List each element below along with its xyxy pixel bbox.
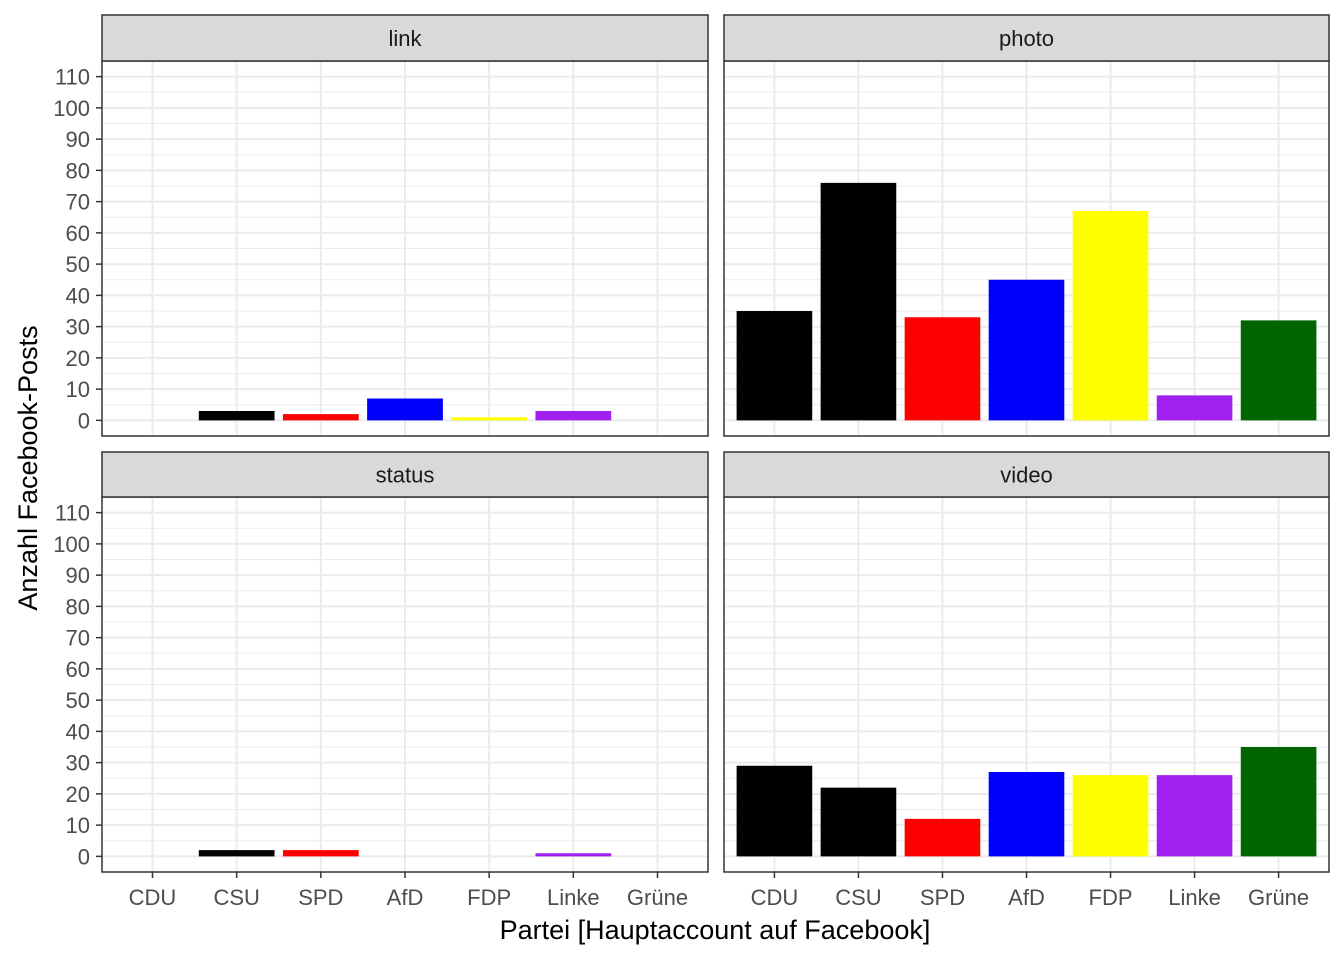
y-tick-label: 110 bbox=[55, 501, 90, 526]
bar-video-afd bbox=[988, 772, 1065, 857]
y-tick-label: 60 bbox=[66, 221, 90, 246]
x-tick-label: CSU bbox=[213, 885, 259, 910]
bar-status-linke bbox=[535, 853, 612, 857]
y-axis-title: Anzahl Facebook-Posts bbox=[13, 325, 43, 610]
y-tick-label: 50 bbox=[66, 688, 90, 713]
x-tick-label: Grüne bbox=[627, 885, 688, 910]
bar-photo-cdu bbox=[736, 311, 813, 421]
x-axis-status: CDU CSU SPD AfD FDP Linke Grüne bbox=[129, 872, 688, 910]
y-tick-label: 90 bbox=[66, 563, 90, 588]
y-tick-label: 40 bbox=[66, 283, 90, 308]
facet-strip bbox=[101, 451, 709, 498]
x-tick-label: SPD bbox=[920, 885, 965, 910]
y-tick-label: 10 bbox=[66, 813, 90, 838]
x-axes: CDU CSU SPD AfD FDP Linke Grüne CDU CSU SPD AfD FDP… bbox=[129, 872, 1309, 910]
x-tick-label: AfD bbox=[1008, 885, 1045, 910]
bar-video-spd bbox=[904, 818, 981, 857]
bar-photo-fdp bbox=[1072, 211, 1149, 421]
y-tick-label: 10 bbox=[66, 377, 90, 402]
y-tick-label: 90 bbox=[66, 127, 90, 152]
y-tick-label: 80 bbox=[66, 594, 90, 619]
facet-strip-label: link bbox=[388, 26, 422, 51]
y-tick-label: 100 bbox=[53, 532, 90, 557]
bar-photo-spd bbox=[904, 317, 981, 421]
facet-video: video bbox=[723, 451, 1330, 873]
y-tick-label: 0 bbox=[78, 844, 90, 869]
y-tick-label: 80 bbox=[66, 158, 90, 183]
x-tick-label: CDU bbox=[129, 885, 177, 910]
bar-video-fdp bbox=[1072, 775, 1149, 857]
facet-link: link bbox=[101, 14, 709, 437]
bar-video-grüne bbox=[1240, 747, 1317, 857]
x-axis-video: CDU CSU SPD AfD FDP Linke Grüne bbox=[751, 872, 1309, 910]
x-tick-label: FDP bbox=[467, 885, 511, 910]
y-tick-label: 100 bbox=[53, 96, 90, 121]
y-tick-label: 40 bbox=[66, 719, 90, 744]
y-tick-label: 50 bbox=[66, 252, 90, 277]
y-axes: 0 10 20 30 40 50 60 70 80 90 100 110 0 10 20 30 40 50 60 70… bbox=[53, 65, 102, 869]
y-tick-label: 30 bbox=[66, 751, 90, 776]
bar-status-csu bbox=[198, 850, 275, 857]
x-tick-label: FDP bbox=[1089, 885, 1133, 910]
x-tick-label: AfD bbox=[387, 885, 424, 910]
bar-photo-afd bbox=[988, 279, 1065, 421]
x-axis-title: Partei [Hauptaccount auf Facebook] bbox=[500, 915, 931, 945]
bar-status-spd bbox=[282, 850, 359, 857]
y-axis-status: 0 10 20 30 40 50 60 70 80 90 100 110 bbox=[53, 501, 102, 869]
facet-strip bbox=[723, 14, 1330, 62]
bar-photo-linke bbox=[1156, 395, 1233, 421]
y-tick-label: 20 bbox=[66, 346, 90, 371]
y-tick-label: 70 bbox=[66, 626, 90, 651]
facet-strip-label: status bbox=[376, 463, 435, 488]
y-axis-link: 0 10 20 30 40 50 60 70 80 90 100 110 bbox=[53, 65, 102, 433]
facet-strip bbox=[723, 451, 1330, 498]
y-tick-label: 20 bbox=[66, 782, 90, 807]
bar-link-fdp bbox=[451, 417, 528, 421]
facet-photo: photo bbox=[723, 14, 1330, 437]
facet-strip-label: photo bbox=[999, 26, 1054, 51]
y-tick-label: 0 bbox=[78, 408, 90, 433]
x-tick-label: Linke bbox=[547, 885, 600, 910]
bar-video-cdu bbox=[736, 765, 813, 857]
bar-video-csu bbox=[820, 787, 897, 857]
y-tick-label: 70 bbox=[66, 190, 90, 215]
facet-strip-label: video bbox=[1000, 463, 1053, 488]
y-tick-label: 60 bbox=[66, 657, 90, 682]
x-tick-label: SPD bbox=[298, 885, 343, 910]
x-tick-label: Linke bbox=[1168, 885, 1221, 910]
bar-link-spd bbox=[282, 414, 359, 421]
x-tick-label: CSU bbox=[835, 885, 881, 910]
bar-link-csu bbox=[198, 411, 275, 421]
facet-status: status bbox=[101, 451, 709, 873]
facet-strip bbox=[101, 14, 709, 62]
bar-photo-csu bbox=[820, 182, 897, 421]
y-tick-label: 30 bbox=[66, 315, 90, 340]
bar-video-linke bbox=[1156, 775, 1233, 857]
bar-link-linke bbox=[535, 411, 612, 421]
x-tick-label: Grüne bbox=[1248, 885, 1309, 910]
x-tick-label: CDU bbox=[751, 885, 799, 910]
bar-link-afd bbox=[367, 398, 443, 421]
facet-panels: link photo status video bbox=[101, 14, 1330, 873]
y-tick-label: 110 bbox=[55, 65, 90, 90]
bar-photo-grüne bbox=[1240, 320, 1317, 421]
